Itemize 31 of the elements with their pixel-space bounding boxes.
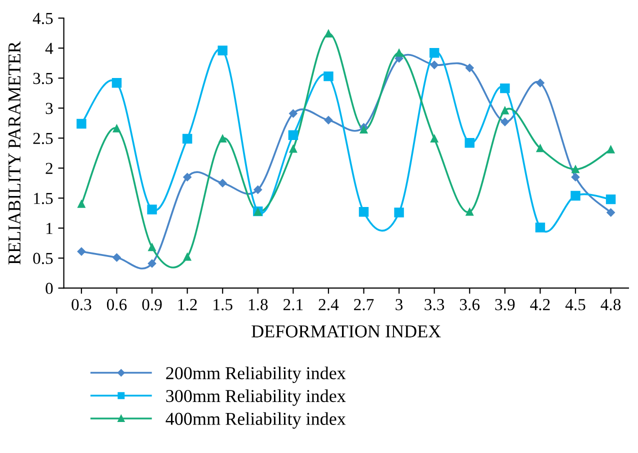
x-axis-title: DEFORMATION INDEX bbox=[252, 325, 441, 338]
x-tick-label: 3.3 bbox=[424, 299, 444, 310]
x-tick-label: 4.2 bbox=[530, 299, 550, 310]
x-tick-label: 0.6 bbox=[106, 299, 127, 310]
y-tick-label: 3 bbox=[46, 102, 53, 114]
x-tick-label: 4.8 bbox=[600, 299, 621, 310]
x-tick-label: 1.8 bbox=[248, 299, 268, 310]
y-tick-label: 2.5 bbox=[33, 132, 53, 144]
x-tick-label: 2.4 bbox=[318, 299, 339, 310]
x-tick-label: 2.7 bbox=[354, 299, 374, 310]
y-axis-title: RELIABILITY PARAMETER bbox=[8, 41, 20, 265]
y-tick-label: 0 bbox=[46, 282, 53, 294]
y-tick-label: 4.5 bbox=[32, 12, 53, 24]
y-tick-label: 4 bbox=[45, 42, 54, 54]
y-tick-label: 3.5 bbox=[33, 72, 53, 84]
x-tick-label: 1.5 bbox=[214, 299, 232, 310]
x-tick-label: 0.3 bbox=[72, 299, 92, 310]
legend-label: 200mm Reliability index bbox=[166, 366, 346, 383]
legend-label: 400mm Reliability index bbox=[166, 412, 346, 429]
legend-label: 300mm Reliability index bbox=[166, 389, 346, 406]
x-tick-label: 3.6 bbox=[460, 299, 480, 310]
y-tick-label: 1.5 bbox=[34, 192, 53, 204]
x-tick-label: 4.5 bbox=[565, 299, 586, 310]
y-tick-label: 2 bbox=[46, 162, 52, 174]
y-tick-label: 0.5 bbox=[33, 252, 53, 264]
x-tick-label: 3.9 bbox=[495, 299, 515, 310]
x-tick-label: 2.1 bbox=[283, 299, 303, 310]
x-tick-label: 3 bbox=[396, 299, 403, 310]
x-tick-label: 1.2 bbox=[178, 299, 197, 310]
y-tick-label: 1 bbox=[46, 222, 52, 234]
x-tick-label: 0.9 bbox=[142, 299, 162, 310]
